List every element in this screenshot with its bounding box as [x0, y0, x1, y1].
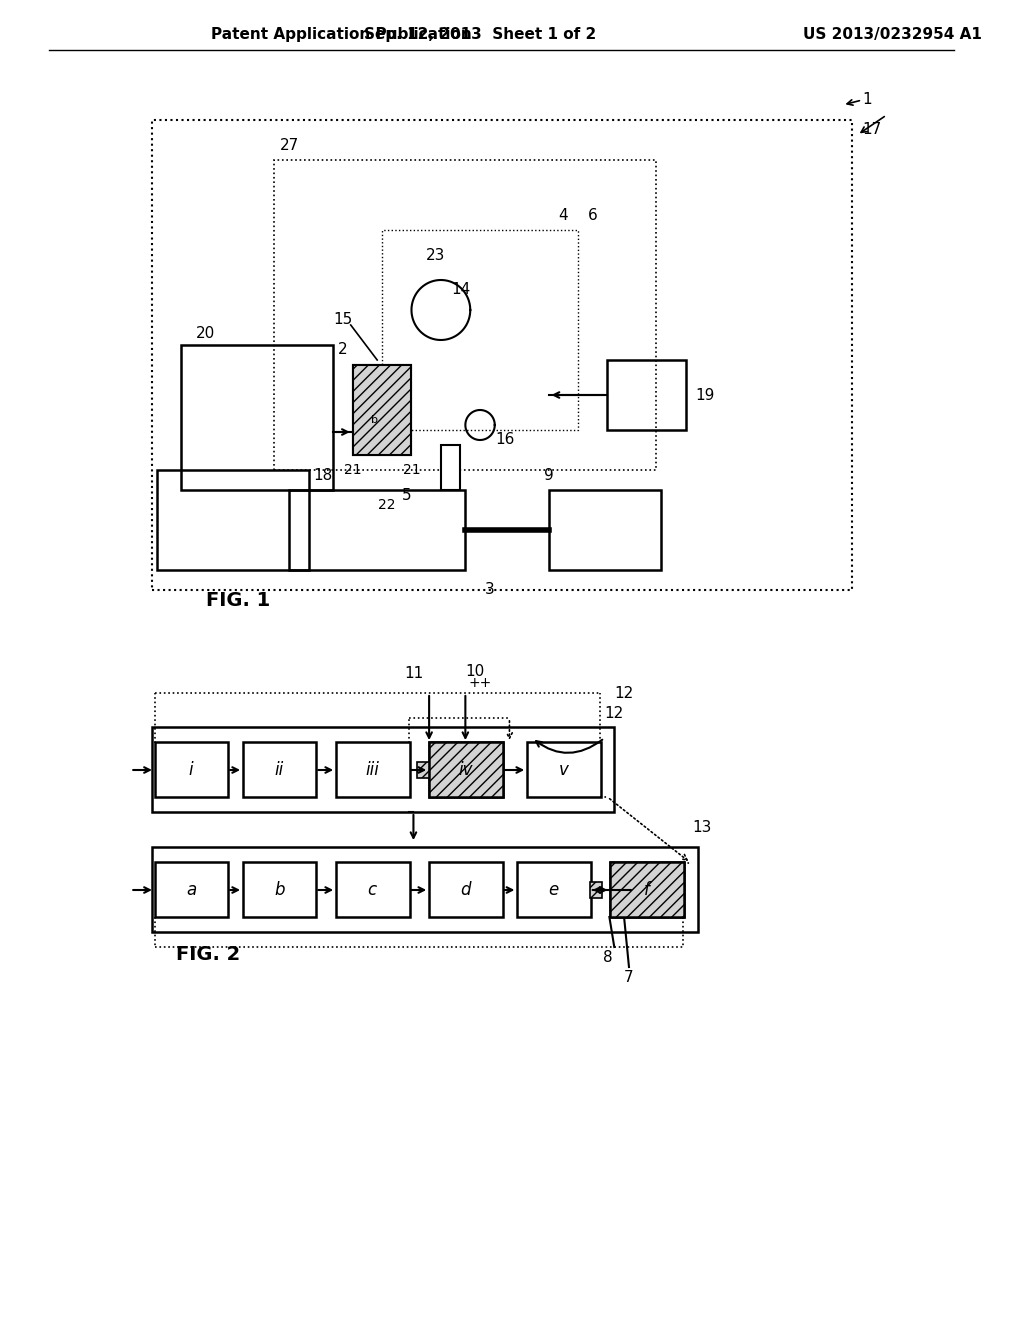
- Text: 22: 22: [378, 498, 395, 512]
- Text: 12: 12: [604, 705, 624, 721]
- FancyBboxPatch shape: [365, 411, 384, 430]
- Text: Sep. 12, 2013  Sheet 1 of 2: Sep. 12, 2013 Sheet 1 of 2: [364, 28, 596, 42]
- Text: f: f: [644, 880, 649, 899]
- Text: 23: 23: [426, 248, 445, 263]
- Text: 14: 14: [451, 282, 470, 297]
- Text: 1: 1: [862, 92, 871, 107]
- FancyBboxPatch shape: [441, 445, 461, 490]
- Text: i: i: [188, 762, 194, 779]
- Text: 15: 15: [333, 313, 352, 327]
- Text: 12: 12: [614, 685, 634, 701]
- Text: v: v: [558, 762, 568, 779]
- Text: 4: 4: [558, 207, 568, 223]
- Text: 27: 27: [280, 137, 299, 153]
- Text: b: b: [274, 880, 285, 899]
- FancyBboxPatch shape: [610, 862, 684, 917]
- Text: FIG. 2: FIG. 2: [176, 945, 241, 965]
- Text: 17: 17: [862, 123, 882, 137]
- Text: c: c: [368, 880, 377, 899]
- Text: 8: 8: [602, 949, 612, 965]
- FancyBboxPatch shape: [590, 882, 601, 898]
- Text: 20: 20: [196, 326, 215, 341]
- FancyBboxPatch shape: [429, 742, 503, 797]
- Text: 2: 2: [338, 342, 348, 358]
- Text: 21: 21: [344, 463, 361, 477]
- Text: FIG. 1: FIG. 1: [206, 590, 270, 610]
- Text: iv: iv: [458, 762, 473, 779]
- Text: 19: 19: [695, 388, 715, 403]
- FancyBboxPatch shape: [418, 762, 429, 777]
- Text: 10: 10: [466, 664, 484, 678]
- Text: 6: 6: [588, 207, 598, 223]
- Text: 9: 9: [544, 467, 554, 483]
- Text: iii: iii: [366, 762, 379, 779]
- Text: d: d: [460, 880, 471, 899]
- Text: 21: 21: [402, 463, 420, 477]
- Text: US 2013/0232954 A1: US 2013/0232954 A1: [804, 28, 982, 42]
- Text: 7: 7: [625, 969, 634, 985]
- Text: ii: ii: [274, 762, 284, 779]
- Text: 3: 3: [485, 582, 495, 598]
- Text: 11: 11: [404, 665, 424, 681]
- Text: e: e: [549, 880, 559, 899]
- Text: 18: 18: [313, 467, 333, 483]
- Text: b: b: [371, 414, 378, 425]
- Text: Patent Application Publication: Patent Application Publication: [211, 28, 471, 42]
- Text: ++: ++: [468, 676, 492, 690]
- Text: 13: 13: [693, 821, 712, 836]
- FancyBboxPatch shape: [352, 366, 412, 455]
- Text: 5: 5: [401, 487, 412, 503]
- Text: a: a: [186, 880, 197, 899]
- Text: 16: 16: [495, 433, 514, 447]
